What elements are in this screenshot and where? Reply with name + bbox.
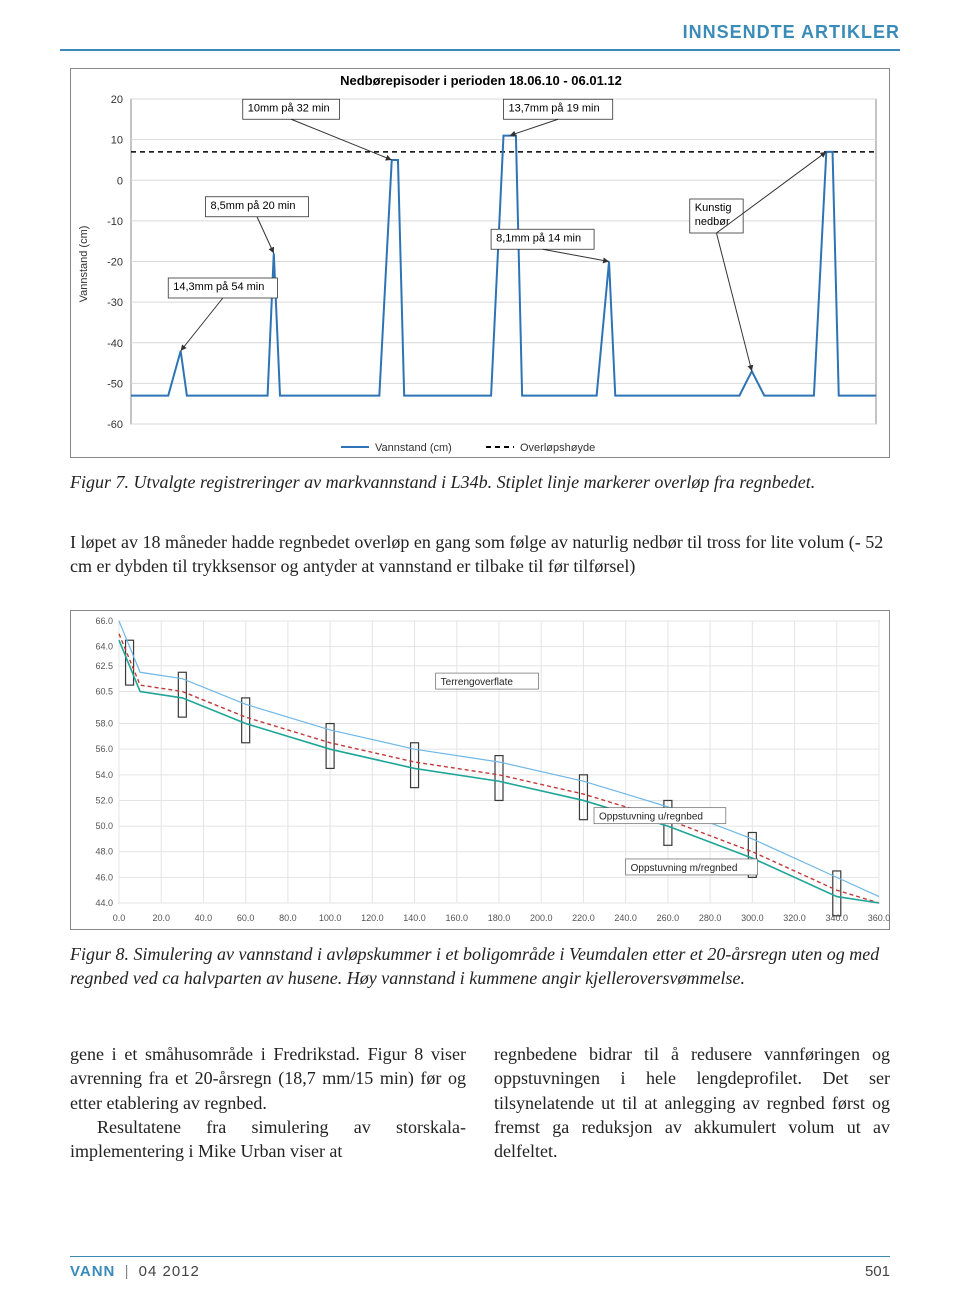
svg-text:220.0: 220.0 (572, 913, 595, 923)
column-right: regnbedene bidrar til å redusere vann­fø… (494, 1042, 890, 1163)
figure-8-chart: 44.0 46.0 48.0 50.0 52.0 54.0 56.0 58.0 60.5 62.5… (70, 610, 890, 930)
col-left-paragraph-2: Resultatene fra simulering av storskala­… (70, 1115, 466, 1164)
svg-text:8,5mm på 20 min: 8,5mm på 20 min (211, 200, 296, 212)
footer-brand: VANN (70, 1263, 115, 1280)
svg-text:Vannstand (cm): Vannstand (cm) (375, 442, 452, 454)
svg-text:340.0: 340.0 (826, 913, 849, 923)
svg-text:50.0: 50.0 (95, 821, 113, 831)
figure-8-svg: 44.0 46.0 48.0 50.0 52.0 54.0 56.0 58.0 60.5 62.5… (71, 611, 891, 931)
footer-page: 501 (865, 1263, 890, 1280)
svg-text:Oppstuvning u/regnbed: Oppstuvning u/regnbed (599, 812, 703, 823)
svg-text:120.0: 120.0 (361, 913, 384, 923)
svg-text:0.0: 0.0 (113, 913, 126, 923)
svg-text:46.0: 46.0 (95, 872, 113, 882)
body-columns: gene i et småhusområde i Fredrikstad. Fi… (70, 1042, 890, 1163)
svg-text:160.0: 160.0 (446, 913, 469, 923)
svg-text:66.0: 66.0 (95, 616, 113, 626)
svg-text:100.0: 100.0 (319, 913, 342, 923)
svg-text:360.0: 360.0 (868, 913, 891, 923)
svg-text:56.0: 56.0 (95, 744, 113, 754)
svg-text:0: 0 (117, 175, 123, 187)
svg-text:-40: -40 (107, 338, 123, 350)
svg-text:14,3mm på 54 min: 14,3mm på 54 min (173, 281, 264, 293)
col-right-paragraph: regnbedene bidrar til å redusere vann­fø… (494, 1042, 890, 1163)
svg-text:54.0: 54.0 (95, 770, 113, 780)
svg-text:60.0: 60.0 (237, 913, 255, 923)
svg-text:10: 10 (111, 135, 123, 147)
svg-text:Kunstig: Kunstig (695, 202, 732, 214)
svg-text:60.5: 60.5 (95, 687, 113, 697)
svg-text:200.0: 200.0 (530, 913, 553, 923)
svg-text:20: 20 (111, 94, 123, 106)
svg-text:240.0: 240.0 (614, 913, 637, 923)
svg-text:nedbør: nedbør (695, 216, 730, 228)
footer-sep: | (125, 1263, 130, 1280)
svg-text:-50: -50 (107, 378, 123, 390)
svg-text:Terrengoverflate: Terrengoverflate (441, 677, 514, 688)
svg-text:280.0: 280.0 (699, 913, 722, 923)
svg-text:180.0: 180.0 (488, 913, 511, 923)
svg-text:80.0: 80.0 (279, 913, 297, 923)
svg-text:20.0: 20.0 (152, 913, 170, 923)
svg-text:-10: -10 (107, 216, 123, 228)
footer-left: VANN | 04 2012 (70, 1263, 200, 1280)
svg-text:Oppstuvning m/regnbed: Oppstuvning m/regnbed (631, 863, 738, 874)
figure-7-svg: -60 -50 -40 -30 -20 -10 0 10 20 Nedbørepisoder i … (71, 69, 891, 459)
svg-text:13,7mm på 19 min: 13,7mm på 19 min (509, 102, 600, 114)
page-footer: VANN | 04 2012 501 (70, 1256, 890, 1280)
svg-text:Overløpshøyde: Overløpshøyde (520, 442, 595, 454)
svg-text:10mm på 32 min: 10mm på 32 min (248, 102, 330, 114)
svg-text:64.0: 64.0 (95, 642, 113, 652)
svg-text:52.0: 52.0 (95, 795, 113, 805)
svg-text:Vannstand (cm): Vannstand (cm) (78, 226, 90, 303)
svg-text:Nedbørepisoder i perioden 18.0: Nedbørepisoder i perioden 18.06.10 - 06.… (340, 73, 622, 88)
column-left: gene i et småhusområde i Fredrikstad. Fi… (70, 1042, 466, 1163)
svg-text:-60: -60 (107, 419, 123, 431)
svg-text:140.0: 140.0 (403, 913, 426, 923)
svg-text:-20: -20 (107, 257, 123, 269)
svg-text:48.0: 48.0 (95, 847, 113, 857)
col-left-paragraph-1: gene i et småhusområde i Fredrikstad. Fi… (70, 1042, 466, 1115)
svg-text:44.0: 44.0 (95, 898, 113, 908)
figure-8-caption: Figur 8. Simulering av vannstand i avløp… (70, 942, 890, 991)
section-title: INNSENDTE ARTIKLER (683, 22, 900, 42)
figure-7-followup-text: I løpet av 18 måneder hadde regnbedet ov… (70, 530, 890, 579)
section-header: INNSENDTE ARTIKLER (60, 22, 900, 51)
svg-text:40.0: 40.0 (195, 913, 213, 923)
figure-7-chart: -60 -50 -40 -30 -20 -10 0 10 20 Nedbørepisoder i … (70, 68, 890, 458)
svg-text:-30: -30 (107, 297, 123, 309)
svg-text:260.0: 260.0 (657, 913, 680, 923)
svg-text:58.0: 58.0 (95, 719, 113, 729)
footer-issue: 04 2012 (139, 1263, 200, 1280)
svg-text:320.0: 320.0 (783, 913, 806, 923)
figure-7-caption: Figur 7. Utvalgte registreringer av mark… (70, 470, 890, 494)
svg-text:300.0: 300.0 (741, 913, 764, 923)
svg-text:8,1mm på 14 min: 8,1mm på 14 min (496, 232, 581, 244)
svg-text:62.5: 62.5 (95, 661, 113, 671)
